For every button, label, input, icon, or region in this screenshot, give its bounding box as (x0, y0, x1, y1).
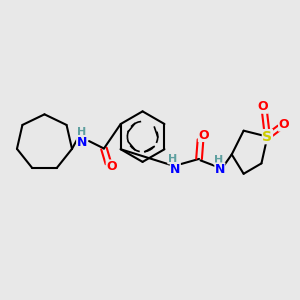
Text: O: O (258, 100, 268, 113)
Text: N: N (215, 163, 225, 176)
Text: N: N (170, 163, 181, 176)
Text: S: S (262, 130, 272, 144)
Text: H: H (77, 127, 86, 137)
Text: H: H (168, 154, 177, 164)
Text: H: H (214, 154, 223, 164)
Text: O: O (198, 129, 209, 142)
Text: N: N (76, 136, 87, 149)
Text: O: O (106, 160, 117, 173)
Text: O: O (278, 118, 289, 131)
